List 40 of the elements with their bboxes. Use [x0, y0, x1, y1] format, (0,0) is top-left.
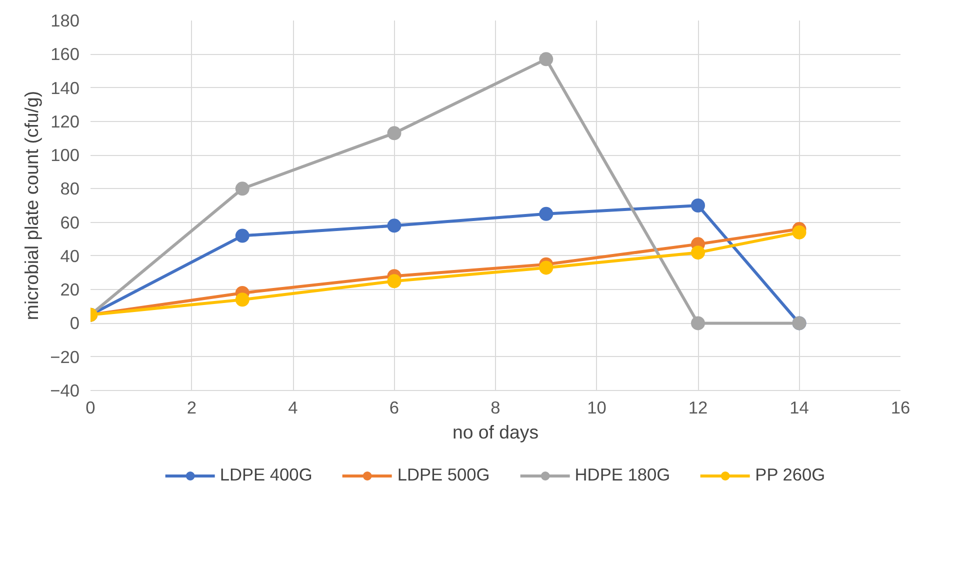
point	[235, 292, 250, 307]
point	[691, 316, 705, 330]
legend-label: LDPE 400G	[220, 464, 312, 486]
y-tick-label: 40	[60, 246, 80, 266]
x-tick-label: 6	[389, 398, 400, 418]
y-tick-label: 60	[60, 212, 80, 232]
x-tick-label: 4	[288, 398, 298, 418]
point	[539, 260, 554, 275]
x-axis-title: no of days	[452, 422, 539, 442]
x-tick-label: 14	[790, 398, 810, 418]
point	[235, 182, 250, 196]
legend-label: PP 260G	[755, 464, 826, 486]
y-tick-label: −20	[50, 346, 80, 367]
x-tick-label: 2	[186, 398, 197, 418]
y-tick-label: 120	[50, 111, 80, 132]
y-tick-label: 160	[50, 44, 80, 64]
point	[539, 206, 554, 221]
x-tick-label: 10	[587, 398, 606, 418]
y-tick-label: 80	[60, 178, 80, 199]
point	[235, 228, 250, 243]
x-tick-label: 8	[490, 398, 500, 418]
y-tick-label: 140	[50, 78, 80, 98]
point	[691, 198, 705, 212]
point	[691, 246, 705, 260]
point	[387, 274, 402, 288]
y-tick-label: −40	[50, 380, 80, 400]
point	[539, 52, 554, 66]
x-tick-label: 16	[890, 398, 910, 418]
y-tick-label: 20	[60, 280, 80, 300]
y-tick-label: 180	[50, 10, 80, 30]
x-tick-label: 0	[86, 398, 96, 418]
legend-label: HDPE 180G	[574, 464, 670, 486]
legend-label: LDPE 500G	[397, 464, 490, 486]
y-tick-label: 100	[50, 145, 80, 166]
y-axis-title: microbial plate count (cfu/g)	[21, 90, 42, 320]
x-tick-label: 12	[688, 398, 708, 418]
y-tick-label: 0	[70, 313, 80, 334]
point	[387, 126, 402, 140]
point	[792, 225, 806, 240]
point	[387, 218, 402, 233]
